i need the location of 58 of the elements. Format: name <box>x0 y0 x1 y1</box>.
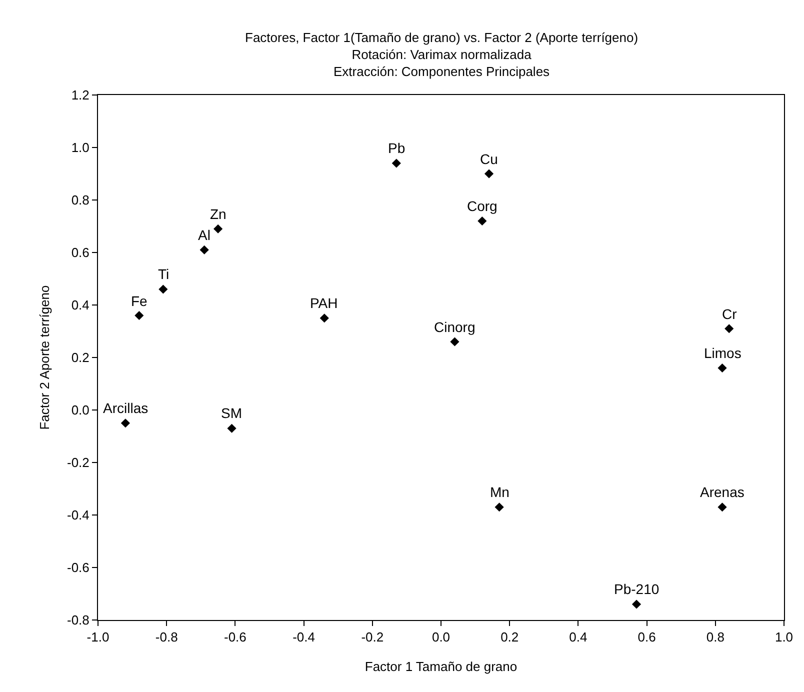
point <box>227 424 236 433</box>
y-tick-label: 0.2 <box>71 350 90 366</box>
annotation: Zn <box>210 206 226 222</box>
annotation: Pb <box>388 140 406 156</box>
y-tick-label: -0.6 <box>66 560 90 576</box>
annotation: Arenas <box>700 484 744 500</box>
chart-title: Factores, Factor 1(Tamaño de grano) vs. Factor 2 (Aporte terrígeno) <box>245 30 638 45</box>
chart-subtitle: Rotación: Varimax normalizada Extracción: Componentes Principales <box>334 46 550 79</box>
point <box>200 245 209 254</box>
point <box>718 363 727 373</box>
x-tick-label: -0.2 <box>361 630 384 645</box>
annotation: Fe <box>131 293 148 309</box>
point <box>484 169 494 178</box>
x-tick-label: -0.8 <box>155 630 178 645</box>
point <box>120 418 130 428</box>
annotation: Ti <box>158 266 170 282</box>
point <box>158 284 168 294</box>
y-tick-label: -0.2 <box>66 455 90 470</box>
annotation: Cr <box>722 306 738 322</box>
annotation: Al <box>198 227 210 243</box>
point <box>392 158 401 168</box>
point <box>320 314 329 323</box>
annotation: Cinorg <box>434 319 476 335</box>
annotation: SM <box>221 405 242 421</box>
x-tick-label: -0.6 <box>224 630 246 645</box>
point <box>478 216 487 226</box>
x-tick-label: 0.8 <box>706 630 724 645</box>
point <box>214 224 223 234</box>
point <box>450 337 460 346</box>
x-tick-label: -0.4 <box>292 630 316 645</box>
point <box>134 310 144 320</box>
point <box>632 600 642 609</box>
y-axis-title: Factor 2 Aporte terrígeno <box>36 285 52 430</box>
annotation: Arcillas <box>103 400 148 416</box>
x-tick-label: -1.0 <box>86 630 110 645</box>
annotation: Cu <box>480 151 498 167</box>
y-tick-label: 1.2 <box>71 88 90 103</box>
x-axis-title: Factor 1 Tamaño de grano <box>364 659 518 674</box>
y-tick-label: 0.6 <box>71 245 90 260</box>
x-tick-label: 0.6 <box>638 630 656 645</box>
x-tick-label: 0.0 <box>432 630 450 645</box>
annotation: Pb-210 <box>614 581 660 597</box>
x-tick-label: 0.4 <box>569 630 588 645</box>
y-tick-label: 1.0 <box>71 140 90 156</box>
x-tick-label: 1.0 <box>774 630 794 645</box>
annotation: Corg <box>467 198 498 214</box>
y-tick-label: 0.4 <box>71 298 90 313</box>
annotation: Limos <box>704 345 742 361</box>
point <box>494 502 504 512</box>
point <box>724 324 734 334</box>
y-tick-label: -0.4 <box>66 508 90 523</box>
x-tick-label: 0.2 <box>500 630 519 645</box>
y-tick-label: 0.8 <box>71 192 90 208</box>
annotation: Mn <box>490 484 510 500</box>
annotation: PAH <box>310 295 338 311</box>
y-tick-label: -0.8 <box>66 612 90 628</box>
y-tick-label: 0.0 <box>71 402 90 418</box>
point <box>718 502 727 512</box>
